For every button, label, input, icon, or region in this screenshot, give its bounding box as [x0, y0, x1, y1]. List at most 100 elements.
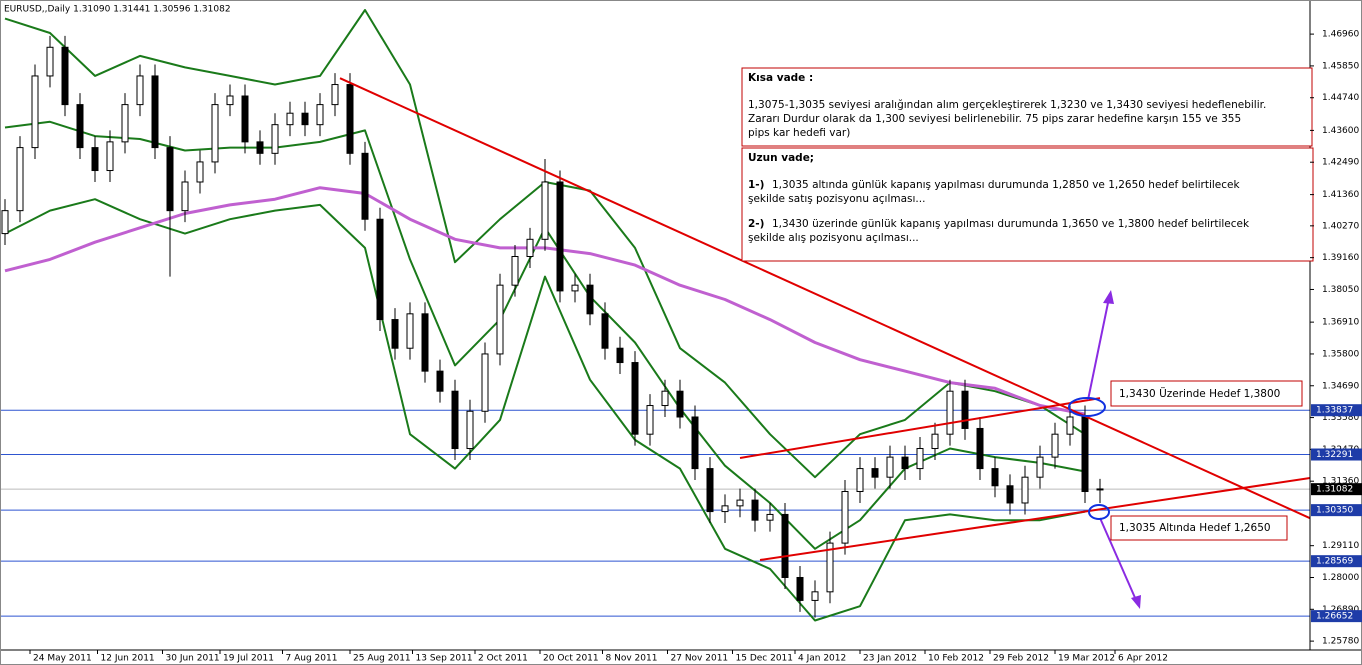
level-label: 1.30350 — [1316, 506, 1353, 516]
candle-body — [241, 95, 249, 143]
callout-box — [1110, 380, 1303, 407]
candle-body — [1096, 488, 1104, 491]
candle-body — [1081, 416, 1089, 493]
y-tick-label: 1.36910 — [1322, 318, 1359, 328]
candle-body — [106, 141, 114, 172]
candle-body — [1, 210, 9, 235]
candle-body — [436, 370, 444, 392]
candle-body — [511, 256, 519, 286]
candle-body — [496, 284, 504, 355]
note-short: Kısa vade : 1,3075-1,3035 seviyesi aralı… — [741, 67, 1313, 147]
candle-body — [946, 390, 954, 435]
candle-body — [706, 468, 714, 513]
y-tick-label: 1.28000 — [1322, 573, 1359, 583]
y-tick-label: 1.38050 — [1322, 285, 1359, 295]
plot-area — [0, 9, 1311, 622]
candle-body — [616, 347, 624, 364]
candle-body — [856, 468, 864, 493]
note-num: 2-) — [748, 218, 764, 230]
y-tick-label: 1.31360 — [1322, 477, 1359, 487]
x-tick-label: 23 Jan 2012 — [863, 654, 917, 664]
x-tick-label: 15 Dec 2011 — [736, 654, 794, 664]
x-tick-label: 20 Oct 2011 — [543, 654, 599, 664]
trend-line — [739, 397, 1101, 459]
annotations-shapes — [1068, 290, 1141, 609]
candle-body — [571, 284, 579, 292]
candle-body — [661, 390, 669, 407]
x-tick-label: 13 Sep 2011 — [416, 654, 473, 664]
candle-body — [556, 181, 564, 292]
candle-body — [136, 75, 144, 106]
candle-body — [931, 433, 939, 450]
y-tick-label: 1.34690 — [1322, 381, 1359, 391]
note-line: 1,3035 altında günlük kapanış yapılması … — [772, 179, 1240, 191]
y-tick-label: 1.33580 — [1322, 413, 1359, 423]
candle-body — [646, 405, 654, 435]
x-tick-label: 27 Nov 2011 — [671, 654, 729, 664]
x-tick-label: 6 Apr 2012 — [1118, 654, 1168, 664]
y-tick-label: 1.25780 — [1322, 637, 1359, 647]
level-label-box — [1311, 404, 1362, 417]
note-title: Kısa vade : — [748, 72, 813, 84]
candle-body — [421, 313, 429, 372]
candle-body — [226, 95, 234, 106]
y-tick-label: 1.42490 — [1322, 158, 1359, 168]
candle-body — [301, 112, 309, 126]
x-tick-label: 12 Jun 2011 — [101, 654, 155, 664]
level-label: 1.32291 — [1316, 450, 1353, 460]
candle-body — [916, 448, 924, 470]
candle-body — [991, 468, 999, 487]
note-line: pips kar hedefi var) — [748, 127, 850, 139]
axis-labels: 1.46960 1.45850 1.44740 1.43600 1.42490 1.413… — [29, 30, 1362, 664]
y-tick-label: 1.29110 — [1322, 541, 1359, 551]
candle-body — [766, 513, 774, 521]
candle-body — [256, 141, 264, 154]
arrow-head — [1103, 290, 1114, 304]
note-num: 1-) — [748, 179, 764, 191]
x-tick-label: 24 May 2011 — [33, 654, 92, 664]
x-tick-label: 2 Oct 2011 — [478, 654, 528, 664]
trend-line — [759, 477, 1311, 561]
arrow-down — [1099, 517, 1137, 601]
x-tick-label: 30 Jun 2011 — [166, 654, 220, 664]
note-line: şekilde satış pozisyonu açılması... — [748, 193, 925, 205]
level-label-box — [1311, 504, 1362, 517]
y-tick-label: 1.43600 — [1322, 126, 1359, 136]
note-line: 1,3430 üzerinde günlük kapanış yapılması… — [772, 218, 1250, 230]
candle-body — [586, 284, 594, 315]
candle-body — [1051, 433, 1059, 458]
level-label: 1.28569 — [1316, 557, 1353, 567]
level-label: 1.26652 — [1316, 612, 1353, 622]
candle-body — [331, 84, 339, 106]
candle-body — [151, 75, 159, 149]
arrow-head — [1131, 595, 1141, 609]
candle-body — [166, 147, 174, 212]
candle-body — [481, 353, 489, 412]
x-tick-label: 19 Jul 2011 — [223, 654, 274, 664]
callout-box — [1110, 515, 1288, 541]
candle-body — [781, 513, 789, 578]
candle-body — [286, 112, 294, 126]
candle-body — [1021, 476, 1029, 504]
candle-body — [976, 427, 984, 470]
trend-line — [339, 77, 1311, 520]
candle-body — [451, 390, 459, 450]
candle-body — [466, 410, 474, 450]
level-label-box — [1311, 555, 1362, 568]
callout-down: 1,3035 Altında Hedef 1,2650 — [1110, 515, 1288, 541]
candle-body — [1006, 485, 1014, 504]
callout-text: 1,3430 Üzerinde Hedef 1,3800 — [1119, 387, 1280, 400]
last-price-box — [1311, 483, 1362, 496]
candle-body — [211, 104, 219, 163]
callout-up: 1,3430 Üzerinde Hedef 1,3800 — [1110, 380, 1303, 407]
candle-body — [826, 542, 834, 593]
x-tick-label: 8 Nov 2011 — [606, 654, 658, 664]
y-tick-label: 1.46960 — [1322, 30, 1359, 40]
candle-body — [601, 313, 609, 349]
candle-body — [346, 84, 354, 154]
last-price-label: 1.31082 — [1316, 485, 1353, 495]
y-tick-label: 1.40270 — [1322, 221, 1359, 231]
note-title: Uzun vade; — [748, 152, 814, 164]
candle-body — [901, 456, 909, 470]
x-tick-label: 25 Aug 2011 — [353, 654, 411, 664]
